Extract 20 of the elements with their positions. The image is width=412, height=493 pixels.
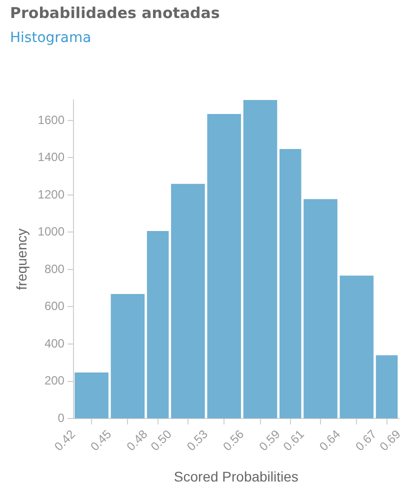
y-axis-title: frequency xyxy=(13,228,30,290)
y-tick-label: 1400 xyxy=(38,150,65,164)
x-tick-label: 0.64 xyxy=(316,426,344,454)
x-axis-title: Scored Probabilities xyxy=(174,468,298,484)
y-tick-label: 400 xyxy=(44,336,65,350)
x-tick-label: 0.50 xyxy=(148,426,175,454)
y-tick-label: 0 xyxy=(58,410,65,425)
chart-subtitle: Histograma xyxy=(10,30,92,46)
x-tick-label: 0.42 xyxy=(52,426,78,454)
y-tick-label: 800 xyxy=(44,262,65,276)
x-tick-label: 0.48 xyxy=(124,426,150,454)
x-tick-label: 0.56 xyxy=(220,426,247,454)
y-tick-label: 1200 xyxy=(38,187,65,202)
x-tick-label: 0.69 xyxy=(376,426,404,454)
y-tick-label: 600 xyxy=(44,299,65,314)
y-tick-label: 1600 xyxy=(38,112,65,127)
x-tick-label: 0.53 xyxy=(184,426,211,454)
y-tick-label: 200 xyxy=(44,374,65,388)
y-tick-label: 1000 xyxy=(38,224,65,239)
chart-title: Probabilidades anotadas xyxy=(10,4,220,22)
